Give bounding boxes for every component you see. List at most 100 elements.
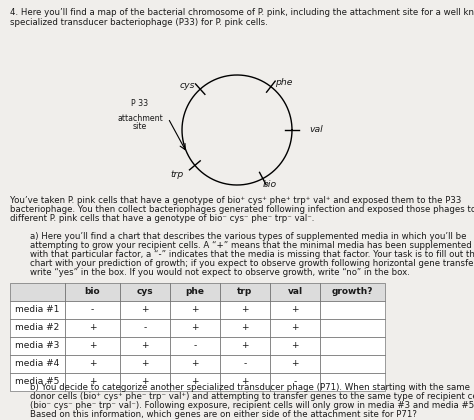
Text: media #4: media #4 [15, 360, 60, 368]
Text: trp: trp [171, 170, 184, 179]
Bar [170, 283, 220, 301]
Text: bio: bio [262, 180, 276, 189]
Bar [10, 301, 65, 319]
Bar [270, 337, 320, 355]
Text: chart with your prediction of growth; if you expect to observe growth following : chart with your prediction of growth; if… [30, 259, 474, 268]
Text: +: + [191, 305, 199, 315]
Bar [220, 283, 270, 301]
Bar [10, 337, 65, 355]
Text: -: - [91, 305, 94, 315]
Bar [270, 355, 320, 373]
Text: -: - [193, 341, 197, 351]
Bar [120, 337, 170, 355]
Bar [120, 301, 170, 319]
Bar [170, 355, 220, 373]
Text: -: - [143, 323, 146, 333]
Text: media #5: media #5 [15, 378, 60, 386]
Bar [320, 355, 385, 373]
Text: b) You decide to categorize another specialized transducer phage (P71). When sta: b) You decide to categorize another spec… [30, 383, 470, 392]
Text: You’ve taken P. pink cells that have a genotype of bio⁺ cys⁺ phe⁺ trp⁺ val⁺ and : You’ve taken P. pink cells that have a g… [10, 196, 461, 205]
Text: +: + [89, 323, 96, 333]
Text: +: + [291, 305, 299, 315]
Text: media #3: media #3 [15, 341, 60, 351]
Text: 4. Here you’ll find a map of the bacterial chromosome of P. pink, including the : 4. Here you’ll find a map of the bacteri… [10, 8, 474, 17]
Text: val: val [309, 126, 323, 134]
Text: P 33: P 33 [131, 99, 148, 108]
Text: Based on this information, which genes are on either side of the attachment site: Based on this information, which genes a… [30, 410, 417, 419]
Bar [170, 373, 220, 391]
Text: +: + [89, 378, 96, 386]
Text: +: + [141, 305, 149, 315]
Text: site: site [133, 122, 147, 131]
Text: with that particular factor, a “-” indicates that the media is missing that fact: with that particular factor, a “-” indic… [30, 250, 474, 259]
Text: attempting to grow your recipient cells. A “+” means that the minimal media has : attempting to grow your recipient cells.… [30, 241, 472, 250]
Bar [65, 283, 120, 301]
Bar [320, 301, 385, 319]
Text: +: + [191, 360, 199, 368]
Text: +: + [291, 341, 299, 351]
Text: +: + [141, 360, 149, 368]
Bar [220, 301, 270, 319]
Bar [10, 283, 65, 301]
Text: val: val [287, 288, 302, 297]
Text: media #2: media #2 [15, 323, 60, 333]
Text: bacteriophage. You then collect bacteriophages generated following infection and: bacteriophage. You then collect bacterio… [10, 205, 474, 214]
Text: +: + [241, 378, 249, 386]
Bar [320, 319, 385, 337]
Bar [270, 283, 320, 301]
Text: bio: bio [85, 288, 100, 297]
Text: trp: trp [237, 288, 253, 297]
Text: +: + [241, 305, 249, 315]
Bar [170, 337, 220, 355]
Bar [120, 373, 170, 391]
Text: write “yes” in the box. If you would not expect to observe growth, write “no” in: write “yes” in the box. If you would not… [30, 268, 410, 277]
Bar [170, 319, 220, 337]
Bar [320, 373, 385, 391]
Text: +: + [141, 378, 149, 386]
Bar [120, 319, 170, 337]
Text: specialized transducer bacteriophage (P33) for P. pink cells.: specialized transducer bacteriophage (P3… [10, 18, 268, 27]
Bar [170, 301, 220, 319]
Text: growth?: growth? [332, 288, 373, 297]
Text: +: + [291, 360, 299, 368]
Text: -: - [243, 360, 246, 368]
Text: +: + [191, 323, 199, 333]
Text: cys: cys [137, 288, 153, 297]
Bar [270, 319, 320, 337]
Text: +: + [141, 341, 149, 351]
Text: (bio⁻ cys⁻ phe⁻ trp⁻ val⁻). Following exposure, recipient cells will only grow i: (bio⁻ cys⁻ phe⁻ trp⁻ val⁻). Following ex… [30, 401, 474, 410]
Text: +: + [89, 360, 96, 368]
Text: different P. pink cells that have a genotype of bio⁻ cys⁻ phe⁻ trp⁻ val⁻.: different P. pink cells that have a geno… [10, 214, 314, 223]
Text: phe: phe [275, 78, 292, 87]
Text: donor cells (bio⁺ cys⁺ phe⁻ trp⁻ val⁺) and attempting to transfer genes to the s: donor cells (bio⁺ cys⁺ phe⁻ trp⁻ val⁺) a… [30, 392, 474, 401]
Bar [220, 355, 270, 373]
Text: cys: cys [179, 81, 195, 90]
Bar [270, 301, 320, 319]
Text: +: + [241, 323, 249, 333]
Text: -: - [293, 378, 297, 386]
Bar [220, 337, 270, 355]
Text: +: + [241, 341, 249, 351]
Text: a) Here you’ll find a chart that describes the various types of supplemented med: a) Here you’ll find a chart that describ… [30, 232, 466, 241]
Bar [220, 373, 270, 391]
Text: media #1: media #1 [15, 305, 60, 315]
Bar [65, 337, 120, 355]
Text: attachment: attachment [117, 114, 163, 123]
Bar [120, 283, 170, 301]
Bar [320, 283, 385, 301]
Text: +: + [89, 341, 96, 351]
Text: phe: phe [185, 288, 204, 297]
Text: +: + [191, 378, 199, 386]
Bar [65, 301, 120, 319]
Bar [10, 373, 65, 391]
Bar [65, 355, 120, 373]
Bar [220, 319, 270, 337]
Bar [10, 355, 65, 373]
Bar [270, 373, 320, 391]
Bar [65, 373, 120, 391]
Text: +: + [291, 323, 299, 333]
Bar [320, 337, 385, 355]
Bar [10, 319, 65, 337]
Bar [65, 319, 120, 337]
Bar [120, 355, 170, 373]
